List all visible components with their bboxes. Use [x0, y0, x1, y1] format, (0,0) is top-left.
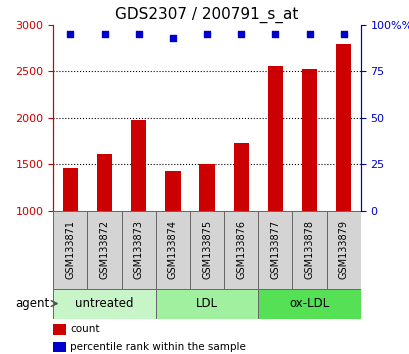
Point	[306, 31, 312, 37]
Bar	[258, 289, 360, 319]
Text: GSM133879: GSM133879	[338, 220, 348, 279]
Text: GSM133871: GSM133871	[65, 220, 75, 279]
Bar	[131, 120, 146, 211]
Point	[339, 31, 346, 37]
Text: percentile rank within the sample: percentile rank within the sample	[70, 342, 245, 352]
Text: GSM133877: GSM133877	[270, 220, 280, 279]
Bar	[189, 211, 224, 289]
Bar	[53, 211, 87, 289]
Bar	[87, 211, 121, 289]
Text: GSM133878: GSM133878	[304, 220, 314, 279]
Text: LDL: LDL	[196, 297, 218, 310]
Bar	[258, 211, 292, 289]
Text: untreated: untreated	[75, 297, 133, 310]
Bar	[53, 289, 155, 319]
Bar	[53, 342, 65, 352]
Text: GSM133872: GSM133872	[99, 220, 109, 279]
Point	[101, 31, 108, 37]
Bar	[121, 211, 155, 289]
Bar	[199, 164, 214, 211]
Bar	[326, 211, 360, 289]
Bar	[63, 168, 78, 211]
Text: ox-LDL: ox-LDL	[289, 297, 329, 310]
Point	[272, 31, 278, 37]
Point	[169, 35, 176, 41]
Bar	[292, 211, 326, 289]
Point	[67, 31, 74, 37]
Bar	[165, 171, 180, 211]
Text: agent: agent	[15, 297, 49, 310]
Bar	[53, 324, 65, 335]
Bar	[267, 65, 282, 211]
Bar	[224, 211, 258, 289]
Bar	[155, 289, 258, 319]
Text: GSM133876: GSM133876	[236, 220, 246, 279]
Text: GSM133874: GSM133874	[167, 220, 178, 279]
Text: GSM133873: GSM133873	[133, 220, 144, 279]
Text: GSM133875: GSM133875	[202, 220, 211, 279]
Bar	[97, 154, 112, 211]
Bar	[233, 143, 248, 211]
Point	[135, 31, 142, 37]
Point	[237, 31, 244, 37]
Title: GDS2307 / 200791_s_at: GDS2307 / 200791_s_at	[115, 7, 298, 23]
Point	[203, 31, 210, 37]
Text: count: count	[70, 324, 99, 334]
Bar	[301, 69, 317, 211]
Bar	[335, 44, 351, 211]
Bar	[155, 211, 189, 289]
